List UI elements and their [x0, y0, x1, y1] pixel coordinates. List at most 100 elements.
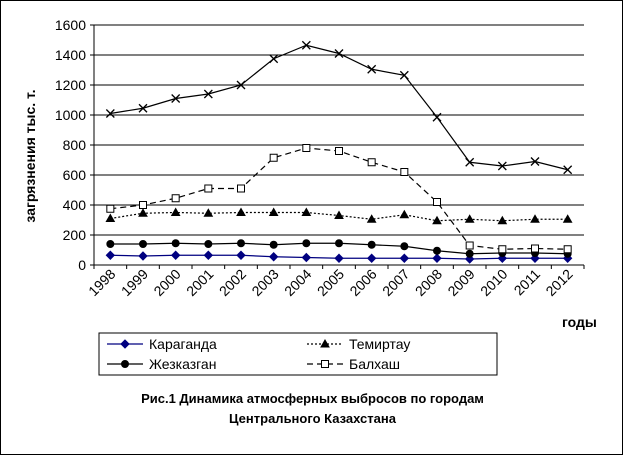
legend: Караганда Темиртау Жезказган Балхаш [98, 332, 498, 376]
point-marker [268, 252, 279, 262]
point-marker [237, 239, 245, 248]
y-tick-label: 1000 [55, 107, 86, 123]
point-marker [334, 253, 344, 263]
point-marker [334, 210, 344, 219]
point-marker [563, 245, 572, 254]
x-marker-stroke [530, 157, 540, 166]
point-marker [497, 215, 508, 225]
legend-box [98, 332, 498, 376]
point-marker [399, 209, 410, 219]
point-marker [121, 360, 129, 368]
point-marker [204, 240, 213, 248]
legend-label: Балхаш [349, 356, 400, 372]
legend-item: Караганда [107, 336, 217, 352]
point-marker [105, 213, 116, 222]
x-marker-stroke [269, 54, 279, 64]
point-marker [105, 109, 115, 118]
x-marker-stroke [171, 94, 181, 103]
point-marker [562, 214, 573, 223]
point-marker [203, 89, 213, 99]
point-marker [400, 168, 409, 176]
point-marker [138, 103, 148, 113]
x-tick-label: 2005 [314, 266, 347, 299]
legend-item: Темиртау [307, 336, 410, 352]
x-tick-label: 2004 [281, 266, 314, 299]
point-marker [171, 239, 180, 248]
x-marker-stroke [563, 165, 573, 175]
point-marker [465, 157, 475, 167]
x-tick-label: 2007 [379, 266, 412, 299]
x-marker-stroke [301, 40, 311, 50]
x-axis-label: годы [562, 314, 597, 330]
x-tick-label: 1999 [118, 266, 151, 299]
point-marker [432, 215, 442, 225]
y-tick-label: 200 [63, 227, 87, 243]
point-marker [120, 339, 130, 349]
series-3 [106, 239, 572, 258]
point-marker [203, 250, 214, 260]
point-marker [302, 144, 311, 152]
point-marker [465, 249, 474, 258]
point-marker [236, 80, 246, 90]
y-tick-label: 1600 [55, 17, 86, 33]
figure-caption-line-2: Центрального Казахстана [229, 411, 396, 426]
point-marker [497, 161, 507, 171]
legend-label: Жезказган [149, 356, 216, 372]
figure-caption-line-1: Рис.1 Динамика атмосферных выбросов по г… [141, 391, 484, 406]
x-tick-label: 2008 [412, 266, 445, 299]
point-marker [301, 252, 312, 263]
point-marker [335, 239, 343, 248]
point-marker [236, 207, 246, 216]
point-marker [432, 112, 442, 122]
y-tick-label: 0 [78, 257, 86, 273]
point-marker [170, 207, 181, 216]
point-marker [170, 250, 181, 260]
point-marker [367, 158, 376, 167]
x-marker-stroke [203, 89, 213, 99]
x-marker-stroke [367, 64, 377, 74]
point-marker [106, 240, 115, 248]
x-tick-label: 2011 [511, 266, 544, 299]
point-marker [171, 94, 181, 103]
point-marker [498, 245, 507, 254]
x-tick-label: 2003 [248, 266, 281, 299]
y-tick-label: 800 [63, 137, 87, 153]
series-5 [105, 40, 573, 175]
point-marker [106, 204, 115, 213]
point-marker [269, 240, 278, 249]
point-marker [237, 184, 245, 193]
point-marker [367, 64, 377, 74]
point-marker [320, 338, 330, 348]
x-tick-label: 2009 [444, 266, 477, 299]
point-marker [530, 214, 540, 223]
point-marker [321, 360, 329, 368]
point-marker [269, 54, 279, 64]
point-marker [464, 214, 475, 223]
point-marker [335, 147, 343, 155]
point-marker [334, 49, 344, 58]
x-tick-label: 2006 [346, 266, 379, 299]
x-marker-stroke [497, 161, 507, 171]
series-group [105, 40, 573, 264]
point-marker [236, 250, 246, 260]
point-marker [366, 214, 377, 223]
point-marker [399, 253, 410, 263]
point-marker [530, 157, 540, 166]
x-tick-label: 2010 [477, 266, 510, 299]
series-4 [106, 144, 572, 254]
grid-lines [94, 24, 584, 236]
point-marker [399, 70, 409, 80]
y-tick-label: 1200 [55, 77, 86, 93]
x-tick-label: 2012 [542, 266, 575, 299]
point-marker [139, 201, 147, 209]
series-2 [105, 207, 573, 225]
point-marker [203, 208, 214, 217]
point-marker [301, 207, 312, 216]
point-marker [301, 40, 311, 50]
point-marker [432, 253, 442, 263]
point-marker [302, 239, 311, 248]
x-marker-stroke [236, 80, 246, 90]
point-marker [433, 198, 441, 206]
x-marker-stroke [138, 103, 148, 113]
